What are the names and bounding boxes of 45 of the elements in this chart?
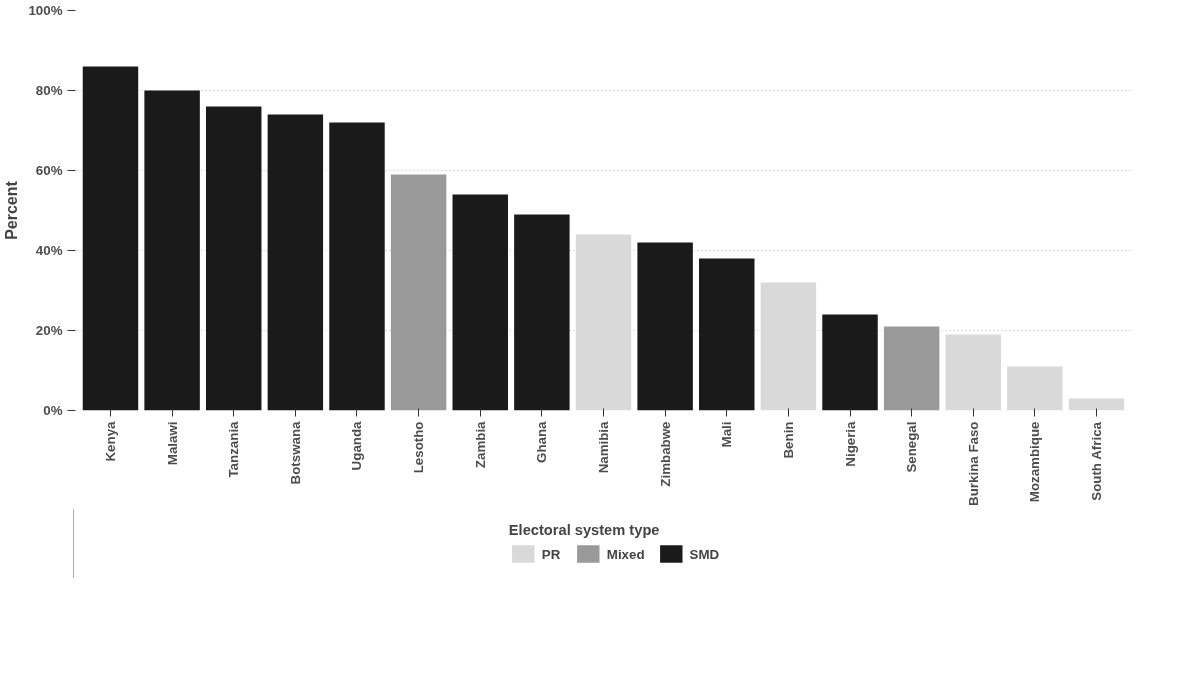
x-tick-label: Botswana [287, 420, 303, 485]
bar [760, 282, 817, 411]
bar [699, 258, 755, 411]
x-tick-label: South Africa [1089, 421, 1105, 501]
bar [390, 174, 447, 411]
bar [883, 326, 940, 411]
x-tick-label: Namibia [596, 420, 611, 474]
x-tick-label: Mozambique [1027, 421, 1043, 503]
bar [144, 90, 200, 411]
y-tick-label: 80% [35, 83, 63, 98]
bar [575, 234, 632, 411]
y-tick-label: 40% [35, 243, 63, 258]
y-tick-label: 60% [35, 163, 63, 178]
x-tick-label: Kenya [102, 420, 118, 462]
x-tick-label: Ghana [534, 420, 550, 463]
x-tick-label: Mali [719, 421, 735, 448]
bar [514, 214, 570, 411]
x-tick-label: Malawi [164, 421, 180, 466]
legend-label: Mixed [606, 546, 645, 561]
legend-title: Electoral system type [508, 521, 661, 538]
y-tick-label: 100% [28, 3, 63, 18]
bar [206, 106, 262, 411]
x-tick-label: Senegal [904, 421, 920, 473]
x-tick-label: Lesotho [411, 421, 427, 474]
x-tick-label: Zimbabwe [657, 421, 673, 487]
bar [822, 314, 878, 411]
x-tick-label: Nigeria [842, 420, 858, 467]
bar [452, 194, 508, 411]
legend-label: SMD [689, 546, 720, 561]
bar [82, 66, 139, 411]
bar [637, 242, 693, 411]
x-tick-label: Zambia [472, 420, 488, 469]
x-tick-label: Tanzania [226, 420, 242, 478]
legend-label: PR [541, 546, 562, 561]
y-tick-label: 20% [35, 323, 63, 338]
y-tick-label: 0% [43, 403, 63, 418]
bar [945, 334, 1001, 411]
bar [1068, 398, 1125, 411]
x-tick-label: Benin [780, 421, 796, 459]
bar [329, 122, 385, 411]
x-tick-label: Uganda [349, 420, 365, 471]
bar [1007, 366, 1063, 411]
x-tick-label: Burkina Faso [965, 421, 981, 506]
bar [267, 114, 324, 411]
y-axis-title: Percent [3, 180, 21, 240]
